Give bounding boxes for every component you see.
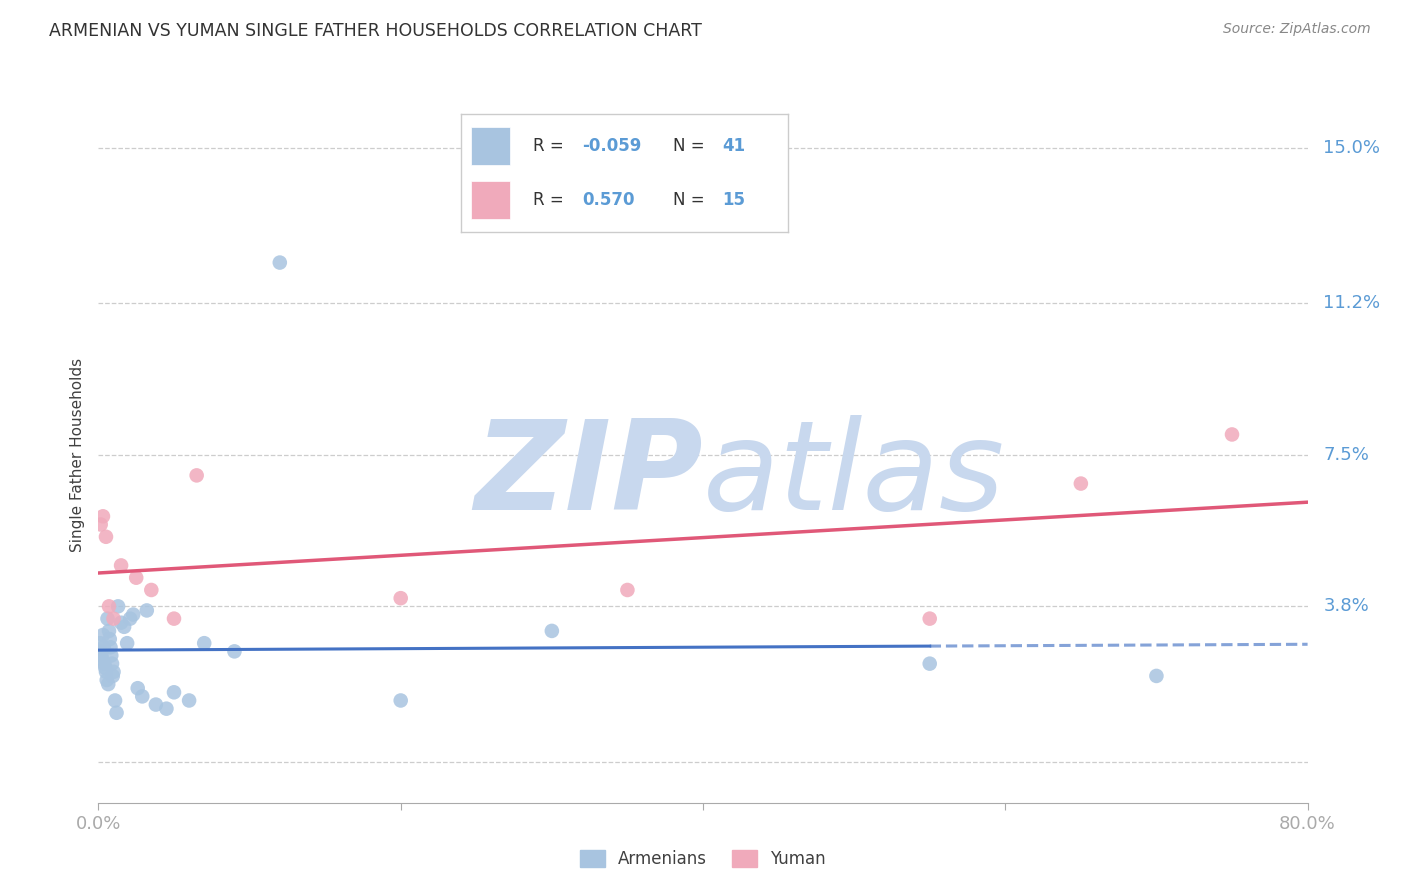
Point [93, 657, 115, 671]
Point [91, 628, 114, 642]
Point [193, 636, 215, 650]
Text: 0.570: 0.570 [582, 192, 634, 210]
Point [918, 612, 941, 626]
Point [105, 706, 128, 720]
Point [90, 517, 112, 532]
Point [389, 591, 412, 606]
Text: -0.059: -0.059 [582, 137, 641, 155]
Point [163, 685, 186, 699]
Text: 7.5%: 7.5% [1323, 446, 1369, 464]
Point [122, 607, 145, 622]
Text: 15.0%: 15.0% [1323, 139, 1381, 157]
Point [115, 636, 138, 650]
Point [155, 701, 177, 715]
Point [98, 624, 121, 638]
Point [389, 693, 412, 707]
Point [224, 644, 246, 658]
Point [94, 665, 117, 679]
Point [145, 698, 167, 712]
Point [131, 690, 153, 704]
Point [94, 661, 117, 675]
Point [179, 693, 201, 707]
Text: 15: 15 [723, 192, 745, 210]
Point [96, 673, 118, 687]
Point [120, 612, 142, 626]
Y-axis label: Single Father Households: Single Father Households [69, 358, 84, 552]
Point [110, 615, 132, 630]
Point [1144, 669, 1167, 683]
Point [135, 603, 157, 617]
Point [141, 582, 163, 597]
Point [127, 681, 149, 696]
Point [93, 640, 115, 655]
Text: atlas: atlas [703, 416, 1005, 536]
FancyBboxPatch shape [471, 127, 510, 165]
Point [269, 255, 291, 269]
Point [918, 657, 941, 671]
Point [100, 648, 122, 663]
Point [94, 530, 117, 544]
Text: N =: N = [673, 137, 704, 155]
Text: 41: 41 [723, 137, 745, 155]
Point [104, 693, 127, 707]
Text: N =: N = [673, 192, 704, 210]
Point [110, 558, 132, 573]
Text: ARMENIAN VS YUMAN SINGLE FATHER HOUSEHOLDS CORRELATION CHART: ARMENIAN VS YUMAN SINGLE FATHER HOUSEHOL… [49, 22, 702, 40]
Point [91, 652, 114, 666]
FancyBboxPatch shape [471, 181, 510, 219]
Point [163, 612, 186, 626]
Point [91, 509, 114, 524]
Point [97, 677, 120, 691]
Point [1220, 427, 1243, 442]
Point [101, 657, 124, 671]
Text: 3.8%: 3.8% [1323, 598, 1369, 615]
Point [96, 612, 118, 626]
Text: R =: R = [533, 137, 564, 155]
Text: ZIP: ZIP [474, 416, 703, 536]
Point [103, 665, 125, 679]
Text: Source: ZipAtlas.com: Source: ZipAtlas.com [1223, 22, 1371, 37]
Point [90, 648, 112, 663]
Text: R =: R = [533, 192, 564, 210]
Point [186, 468, 208, 483]
Point [1070, 476, 1092, 491]
Point [103, 612, 125, 626]
Legend: Armenians, Yuman: Armenians, Yuman [574, 843, 832, 874]
Point [100, 640, 122, 655]
Point [540, 624, 562, 638]
Point [89, 636, 111, 650]
Point [107, 599, 129, 614]
Point [98, 632, 121, 646]
Point [112, 620, 135, 634]
Text: 11.2%: 11.2% [1323, 294, 1381, 312]
Point [616, 582, 638, 597]
Point [101, 669, 124, 683]
Point [90, 644, 112, 658]
Point [98, 599, 121, 614]
Point [125, 571, 148, 585]
